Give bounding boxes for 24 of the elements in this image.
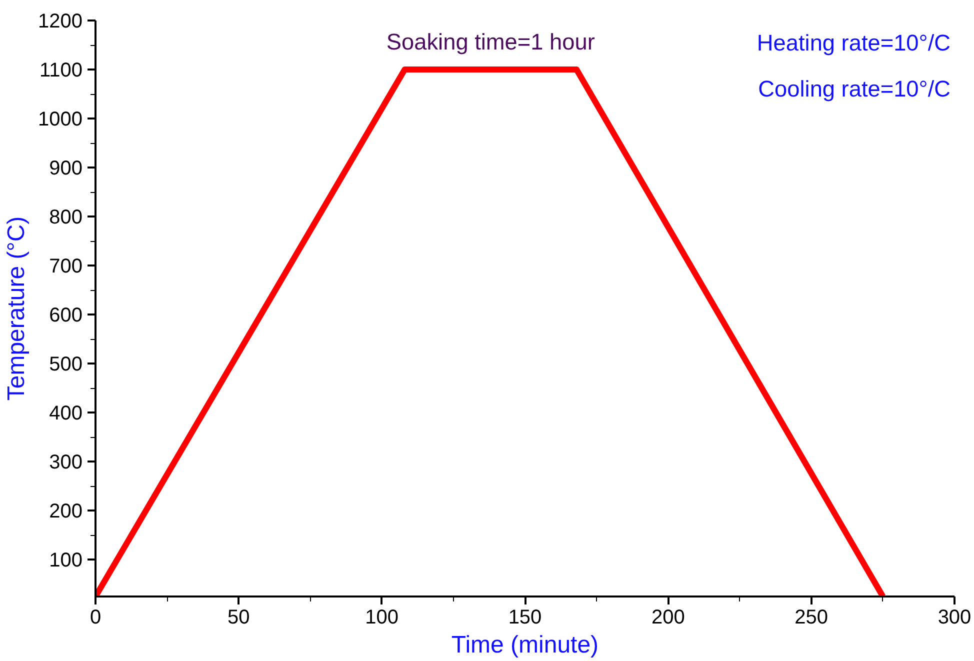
x-tick-label: 200 [651, 606, 685, 628]
x-tick-label: 0 [90, 606, 102, 628]
y-tick-label: 600 [49, 304, 83, 327]
x-tick-label: 250 [794, 606, 828, 628]
y-tick-label: 1000 [38, 108, 83, 131]
annotation: Soaking time=1 hour [386, 28, 596, 55]
x-axis-title: Time (minute) [451, 632, 599, 658]
y-axis-title: Temperature (°C) [3, 216, 30, 401]
x-tick-label: 50 [228, 606, 250, 628]
x-tick-label: 300 [938, 606, 972, 628]
x-tick-label: 150 [508, 606, 542, 628]
x-tick-label: 100 [365, 606, 399, 628]
y-tick-label: 100 [49, 550, 83, 572]
y-tick-label: 300 [49, 452, 83, 474]
y-tick-label: 700 [49, 256, 83, 278]
annotation: Heating rate=10°/C [756, 30, 951, 56]
y-tick-label: 400 [49, 402, 83, 425]
y-tick-label: 200 [49, 500, 83, 523]
y-tick-label: 800 [49, 206, 83, 229]
y-tick-label: 1100 [39, 60, 83, 82]
y-tick-label: 500 [49, 354, 83, 376]
annotation: Cooling rate=10°/C [758, 76, 951, 102]
y-tick-label: 1200 [38, 10, 83, 32]
y-tick-label: 900 [49, 158, 83, 180]
